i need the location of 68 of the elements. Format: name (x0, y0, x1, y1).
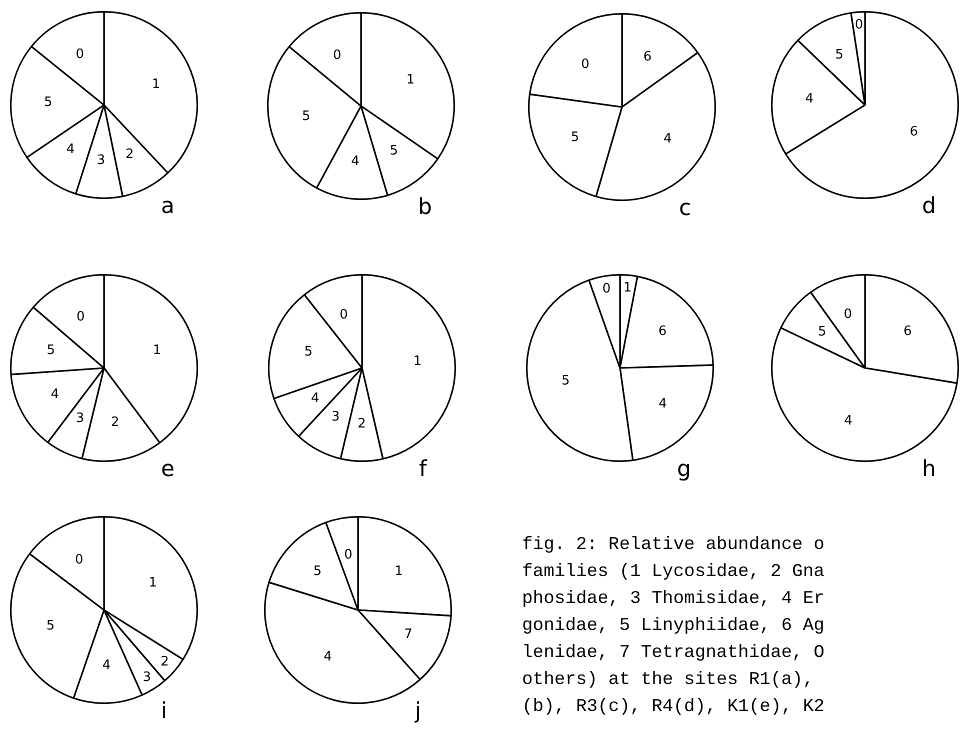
slice-label: 0 (340, 308, 348, 323)
slice-label: 5 (46, 618, 55, 634)
slice-label: 1 (623, 280, 632, 296)
slice-label: 3 (96, 153, 106, 168)
slice-label: 0 (333, 48, 342, 63)
slice-label: 5 (818, 324, 826, 340)
slice-label: 3 (142, 670, 152, 686)
slice-label: 0 (581, 57, 590, 72)
slice-label: 0 (854, 17, 864, 32)
slice-label: 1 (406, 72, 415, 88)
text: lenidae, 7 Tetragnathidae, O (522, 642, 824, 665)
text: h (922, 457, 936, 482)
slice-label: 4 (658, 396, 667, 412)
text: b (418, 195, 432, 220)
slice-label: 0 (844, 307, 852, 322)
slice-label: 0 (344, 547, 352, 562)
slice-label: 3 (76, 410, 84, 426)
text: gonidae, 5 Linyphiidae, 6 Ag (522, 615, 824, 638)
slice-label: 1 (152, 342, 162, 358)
text: phosidae, 3 Thomisidae, 4 Er (522, 588, 824, 611)
text: e (161, 457, 175, 482)
slice-label: 4 (50, 387, 59, 402)
slice-label: 6 (903, 324, 912, 340)
text: c (679, 196, 692, 221)
slice-label: 1 (394, 564, 403, 580)
slice-label: 4 (664, 132, 672, 147)
slice-label: 5 (46, 342, 56, 358)
slice-label: 4 (351, 154, 360, 169)
slice-label: 1 (148, 575, 158, 590)
slice-label: 5 (390, 144, 398, 159)
slice-label: 2 (126, 147, 134, 162)
text: a (161, 194, 174, 219)
slice-label: 5 (44, 95, 52, 110)
text: (b), R3(c), R4(d), K1(e), K2 (522, 696, 824, 719)
slice-label: 6 (910, 124, 918, 140)
slice-label: 0 (602, 281, 611, 296)
slice-label: 0 (76, 310, 85, 325)
slice-label: 4 (102, 658, 111, 674)
text: d (922, 194, 936, 219)
slice-label: 4 (805, 91, 814, 106)
slice-label: 5 (302, 109, 310, 124)
slice-label: 5 (570, 130, 580, 145)
slice-label: 4 (324, 649, 332, 664)
slice-label: 4 (844, 414, 852, 429)
slice-label: 5 (313, 564, 322, 579)
slice-label: 2 (160, 654, 169, 670)
text: i (161, 699, 168, 724)
text: families (1 Lycosidae, 2 Gna (522, 561, 824, 584)
slice-label: 6 (643, 50, 652, 65)
text: j (415, 699, 422, 724)
slice-label: 5 (562, 374, 570, 389)
slice-label: 0 (74, 552, 84, 568)
text: others) at the sites R1(a), (522, 669, 815, 692)
slice-label: 4 (311, 390, 320, 406)
slice-label: 4 (66, 142, 75, 158)
text: g (677, 457, 691, 482)
slice-label: 5 (835, 48, 844, 63)
slice-label: 3 (332, 410, 340, 425)
slice-label: 0 (76, 46, 84, 62)
slice-label: 1 (413, 354, 422, 370)
slice-label: 2 (358, 416, 366, 432)
caption: fig. 2: Relative abundance o (522, 534, 824, 557)
text: f (419, 457, 427, 482)
slice-label: 6 (658, 324, 667, 340)
slice-label: 1 (152, 76, 160, 92)
slice-label: 7 (404, 626, 412, 642)
slice-label: 2 (111, 415, 120, 430)
slice-label: 5 (304, 344, 312, 360)
